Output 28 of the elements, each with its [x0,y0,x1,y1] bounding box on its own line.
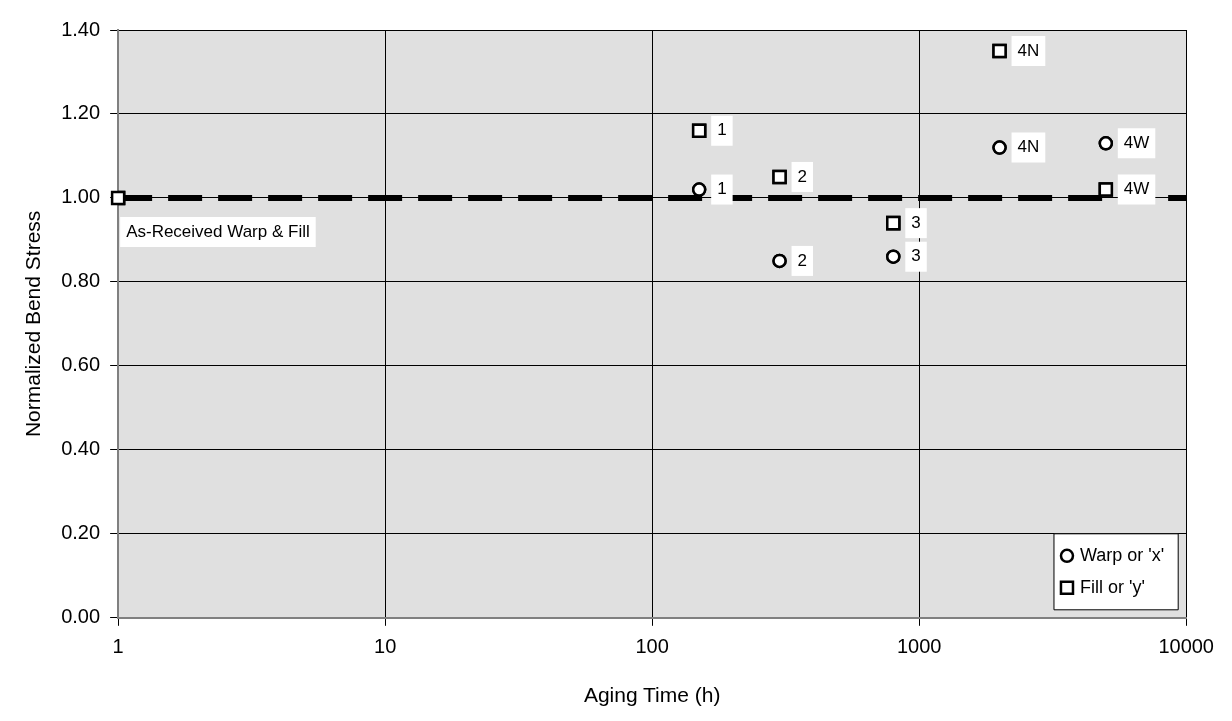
y-axis-title: Normalized Bend Stress [21,210,45,438]
annotation: 3 [911,212,921,232]
x-tick-label: 100 [635,635,669,658]
annotation: 2 [797,166,808,186]
x-tick-label: 10000 [1158,635,1214,658]
annotation: 1 [717,120,727,140]
y-tick-label: 1.40 [61,17,101,40]
x-axis-title: Aging Time (h) [583,683,721,707]
annotation: 1 [717,179,727,199]
y-tick-label: 0.80 [61,269,101,292]
y-tick-label: 1.20 [61,101,101,124]
annotation: 4W [1123,133,1150,153]
annotation: As-Received Warp & Fill [126,221,310,241]
x-tick-label: 1000 [896,635,942,658]
y-tick-label: 0.40 [61,437,101,460]
y-tick-label: 1.00 [61,185,101,208]
y-tick-label: 0.60 [61,353,101,376]
y-tick-label: 0.00 [61,605,101,628]
annotation: 2 [797,250,808,270]
annotation: 4W [1123,179,1150,199]
y-tick-label: 0.20 [61,521,101,544]
annotation: 3 [911,246,921,266]
legend-label: Fill or 'y' [1079,576,1145,597]
annotation: 4N [1017,40,1040,60]
x-tick-label: 10 [374,635,397,658]
annotation: 4N [1017,137,1040,157]
legend-label: Warp or 'x' [1079,544,1165,565]
x-tick-label: 1 [112,635,124,658]
